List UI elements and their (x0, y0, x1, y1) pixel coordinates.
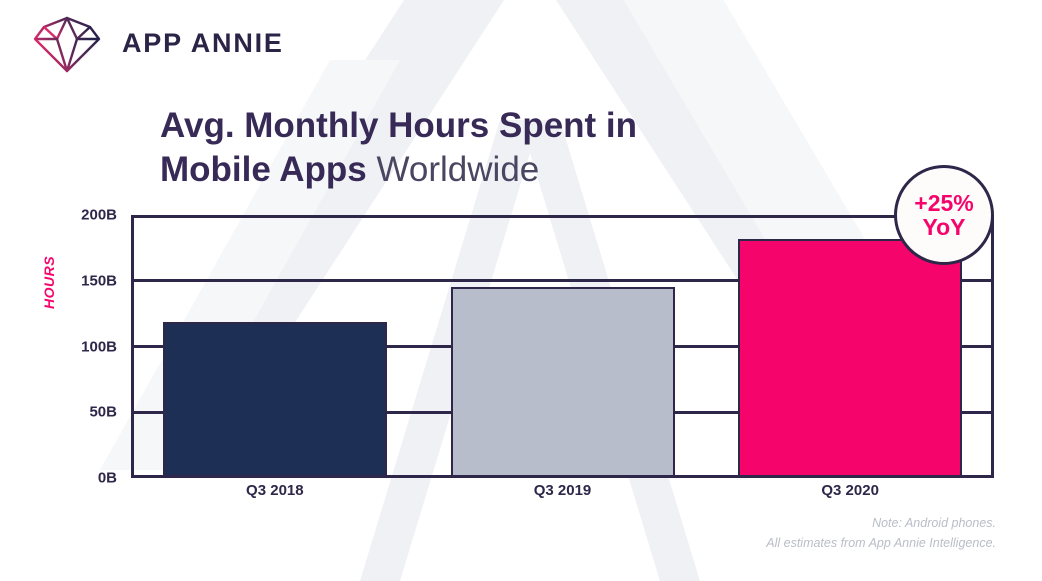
y-axis-tick-label: 200B (81, 206, 117, 224)
brand-logo: APP ANNIE (30, 11, 284, 75)
bar-chart: 0B 50B 100B 150B 200B (81, 207, 994, 487)
title-line-2-bold: Mobile Apps (160, 149, 367, 189)
y-axis-tick-label: 0B (97, 469, 117, 487)
page-title: Avg. Monthly Hours Spent in Mobile Apps … (160, 104, 637, 192)
y-axis-title: HOURS (41, 255, 57, 309)
footnote-line-1: Note: Android phones. (872, 516, 996, 530)
plot-frame (131, 215, 994, 478)
bar-q3-2019 (450, 287, 675, 478)
bar-q3-2020 (738, 238, 963, 478)
x-axis-label: Q3 2019 (533, 482, 592, 499)
brand-name: APP ANNIE (122, 27, 284, 58)
badge-unit: YoY (922, 214, 966, 240)
footnote: Note: Android phones. All estimates from… (766, 513, 996, 553)
gridline (131, 279, 994, 283)
x-axis-label: Q3 2018 (246, 482, 304, 499)
bar-q3-2018 (162, 321, 387, 478)
title-line-1: Avg. Monthly Hours Spent in (160, 106, 638, 145)
app-annie-diamond-icon (33, 16, 101, 73)
y-axis-tick-label: 150B (81, 272, 117, 290)
badge-value: +25% (914, 189, 974, 216)
y-axis-tick-label: 100B (81, 338, 117, 355)
x-axis-label: Q3 2020 (821, 482, 879, 499)
footnote-line-2: All estimates from App Annie Intelligenc… (766, 536, 996, 550)
title-line-2: Mobile Apps Worldwide (160, 148, 637, 192)
y-axis-tick-label: 50B (89, 403, 117, 421)
title-line-2-light: Worldwide (376, 149, 540, 189)
status-badge: +25% YoY (894, 165, 994, 265)
